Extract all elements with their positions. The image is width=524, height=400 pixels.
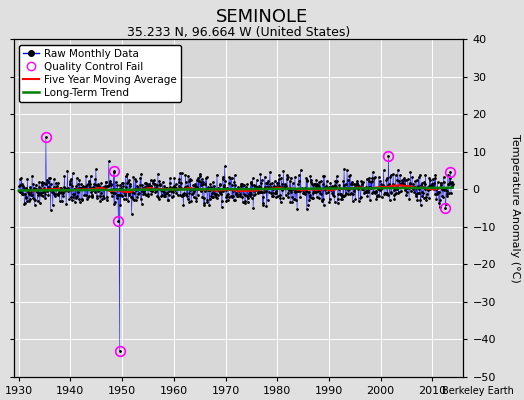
Title: 35.233 N, 96.664 W (United States): 35.233 N, 96.664 W (United States) — [127, 26, 350, 39]
Y-axis label: Temperature Anomaly (°C): Temperature Anomaly (°C) — [510, 134, 520, 282]
Legend: Raw Monthly Data, Quality Control Fail, Five Year Moving Average, Long-Term Tren: Raw Monthly Data, Quality Control Fail, … — [19, 44, 181, 102]
Text: Berkeley Earth: Berkeley Earth — [442, 386, 514, 396]
Text: SEMINOLE: SEMINOLE — [216, 8, 308, 26]
